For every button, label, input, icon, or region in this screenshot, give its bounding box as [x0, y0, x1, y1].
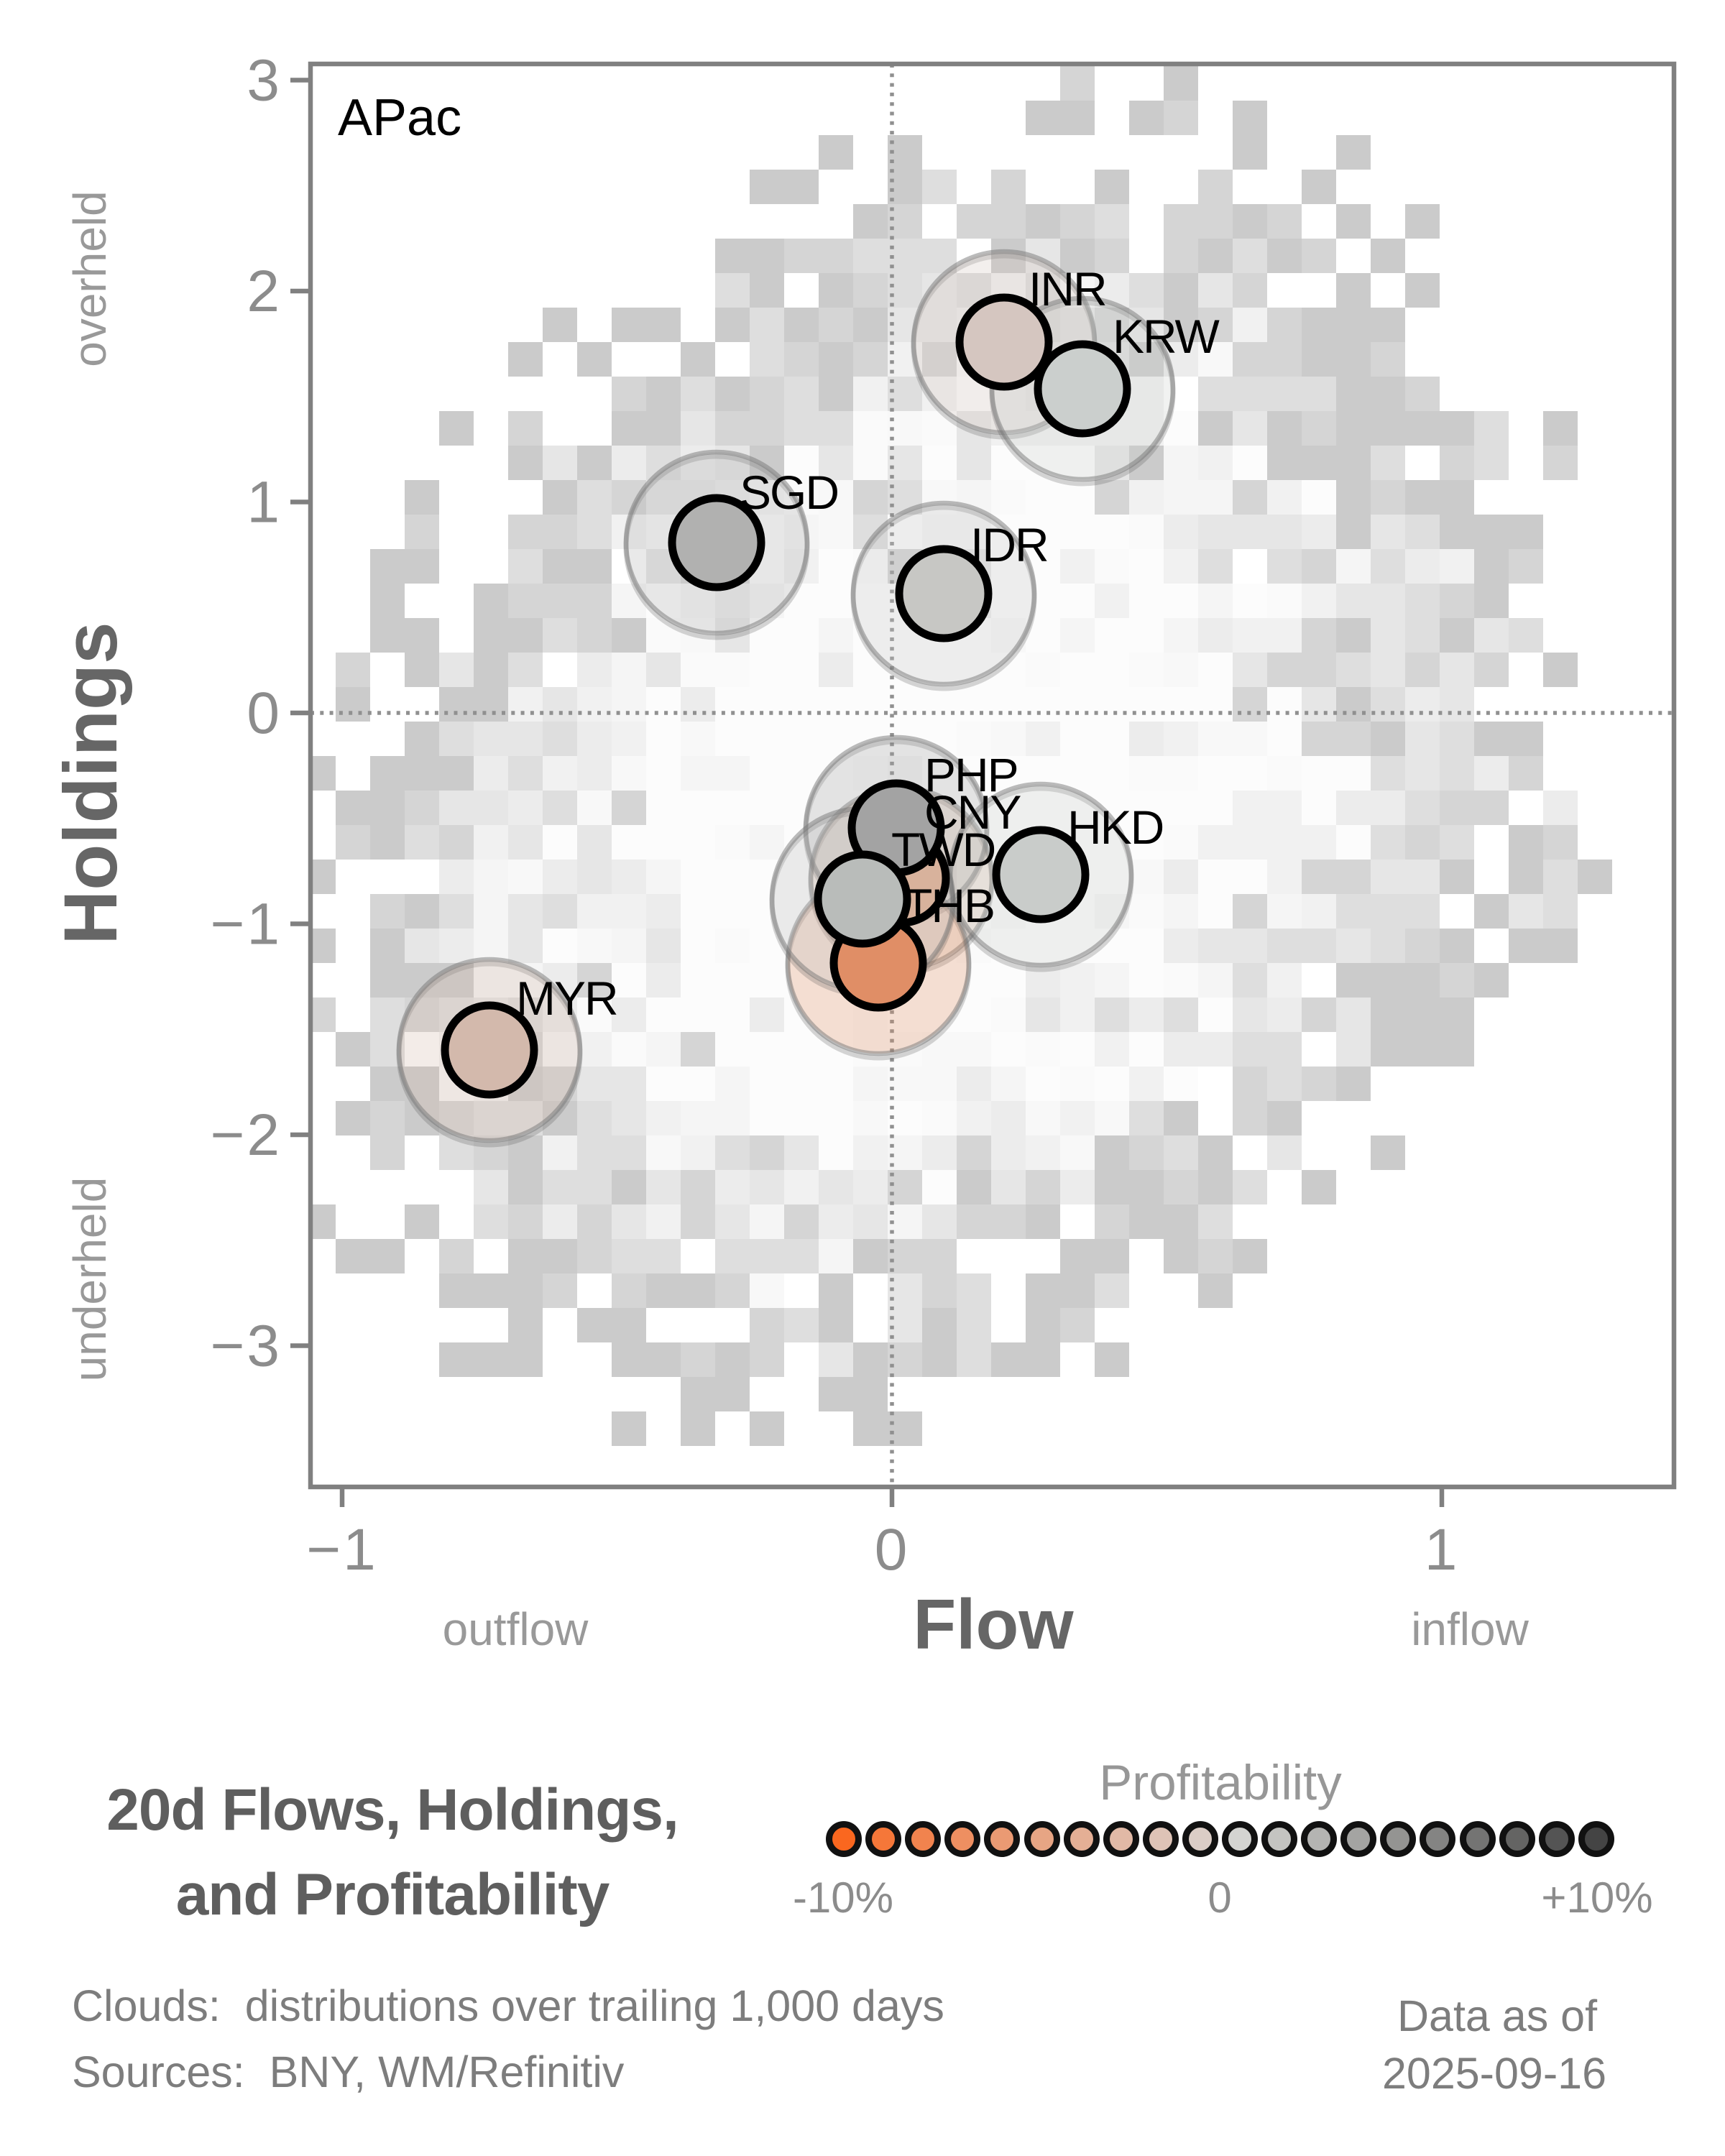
svg-text:Holdings: Holdings [49, 622, 133, 944]
svg-text:outflow: outflow [443, 1603, 589, 1655]
svg-text:−3: −3 [211, 1314, 282, 1379]
svg-text:−2: −2 [211, 1102, 282, 1168]
svg-text:Profitability: Profitability [1099, 1755, 1342, 1810]
svg-text:+10%: +10% [1541, 1874, 1652, 1922]
svg-text:3: 3 [247, 48, 282, 114]
svg-text:2: 2 [247, 259, 282, 324]
svg-text:INR: INR [1029, 262, 1106, 315]
svg-text:-10%: -10% [793, 1874, 893, 1922]
svg-text:1: 1 [1425, 1517, 1460, 1583]
svg-text:MYR: MYR [516, 972, 617, 1025]
svg-text:KRW: KRW [1113, 310, 1220, 363]
svg-text:Clouds: distributions over tr: Clouds: distributions over trailing 1,00… [72, 1981, 944, 2030]
svg-text:−1: −1 [306, 1517, 378, 1583]
svg-text:Sources: BNY, WM/Refinitiv: Sources: BNY, WM/Refinitiv [72, 2047, 625, 2096]
svg-text:0: 0 [875, 1517, 910, 1583]
svg-text:TWD: TWD [891, 823, 995, 876]
svg-text:APac: APac [338, 89, 461, 147]
svg-text:SGD: SGD [740, 466, 838, 519]
svg-text:1: 1 [247, 470, 282, 535]
svg-text:IDR: IDR [970, 518, 1048, 571]
svg-text:and Profitability: and Profitability [176, 1862, 610, 1927]
svg-text:Data as of: Data as of [1397, 1991, 1598, 2040]
svg-text:THB: THB [903, 879, 994, 932]
svg-text:PHP: PHP [924, 748, 1018, 801]
svg-text:HKD: HKD [1067, 801, 1163, 854]
svg-text:inflow: inflow [1411, 1603, 1529, 1655]
svg-text:underheld: underheld [64, 1177, 116, 1382]
svg-text:Flow: Flow [913, 1585, 1074, 1664]
svg-text:20d Flows, Holdings,: 20d Flows, Holdings, [106, 1777, 678, 1843]
svg-text:overheld: overheld [64, 190, 116, 367]
svg-text:CNY: CNY [924, 786, 1021, 839]
svg-text:2025-09-16: 2025-09-16 [1382, 2049, 1606, 2098]
svg-text:0: 0 [1208, 1874, 1231, 1922]
svg-text:0: 0 [247, 681, 282, 746]
svg-text:−1: −1 [211, 892, 282, 957]
